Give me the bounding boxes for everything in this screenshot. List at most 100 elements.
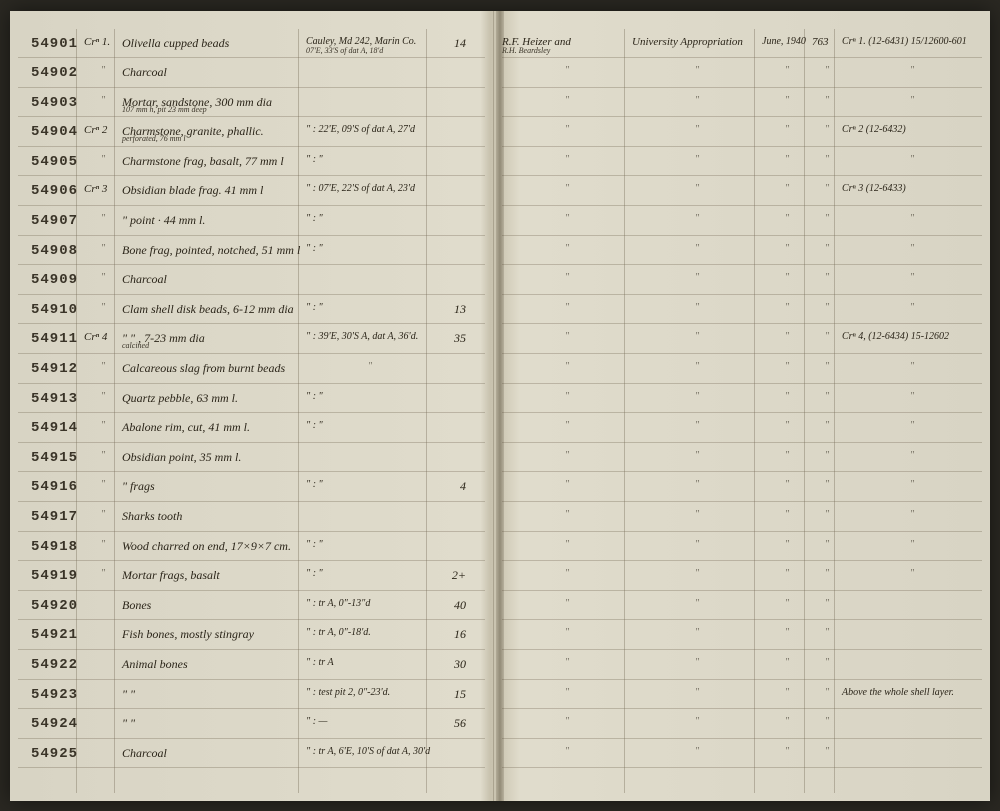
cremation-id: " bbox=[84, 532, 122, 561]
quantity bbox=[434, 58, 474, 87]
cremation-id bbox=[84, 650, 122, 679]
page-number: " bbox=[812, 443, 842, 472]
quantity bbox=[434, 413, 474, 442]
ledger-row: """"Crⁿ 2 (12-6432) bbox=[502, 117, 982, 147]
page-number: " bbox=[812, 561, 842, 590]
ledger-row: """"Crⁿ 4, (12-6434) 15-12602 bbox=[502, 324, 982, 354]
ledger-row: """"" bbox=[502, 413, 982, 443]
ledger-row: 54904Crⁿ 2Charmstone, granite, phallic.p… bbox=[18, 117, 485, 147]
locality bbox=[306, 265, 434, 294]
item-description: " frags bbox=[122, 472, 306, 501]
catalog-number: 54914 bbox=[18, 413, 84, 442]
collector: " bbox=[502, 591, 632, 620]
ledger-right-page: R.F. Heizer andR.H. BeardsleyUniversity … bbox=[494, 11, 990, 801]
cremation-id: " bbox=[84, 58, 122, 87]
collector: " bbox=[502, 88, 632, 117]
fund-source: " bbox=[632, 413, 762, 442]
cremation-id: " bbox=[84, 236, 122, 265]
ledger-row: 54911Crⁿ 4" " , 7-23 mm diacalcined" : 3… bbox=[18, 324, 485, 354]
date: " bbox=[762, 324, 812, 353]
fund-source: " bbox=[632, 502, 762, 531]
page-number: " bbox=[812, 532, 842, 561]
page-number: 763 bbox=[812, 29, 842, 58]
ledger-row: 54913"Quartz pebble, 63 mm l." : " bbox=[18, 384, 485, 414]
ledger-row: """" bbox=[502, 650, 982, 680]
date: " bbox=[762, 413, 812, 442]
locality-sub: 07'E, 33'S of dat A, 18'd bbox=[306, 47, 383, 55]
locality: " : " bbox=[306, 147, 434, 176]
ledger-row: """"" bbox=[502, 88, 982, 118]
reference: Crⁿ 4, (12-6434) 15-12602 bbox=[842, 324, 982, 353]
quantity: 14 bbox=[434, 29, 474, 58]
fund-source: " bbox=[632, 709, 762, 738]
quantity bbox=[434, 354, 474, 383]
quantity: 35 bbox=[434, 324, 474, 353]
reference: Above the whole shell layer. bbox=[842, 680, 982, 709]
catalog-number: 54910 bbox=[18, 295, 84, 324]
ledger-row: """"" bbox=[502, 295, 982, 325]
collector: " bbox=[502, 709, 632, 738]
ledger-row: """"" bbox=[502, 147, 982, 177]
locality: " : tr A, 0"-13"d bbox=[306, 591, 434, 620]
item-description: Charmstone frag, basalt, 77 mm l bbox=[122, 147, 306, 176]
collector: " bbox=[502, 680, 632, 709]
catalog-number: 54906 bbox=[18, 176, 84, 205]
ledger-row: 54925Charcoal" : tr A, 6'E, 10'S of dat … bbox=[18, 739, 485, 769]
item-description: Charcoal bbox=[122, 739, 306, 768]
page-number: " bbox=[812, 650, 842, 679]
cremation-id: " bbox=[84, 384, 122, 413]
reference: " bbox=[842, 443, 982, 472]
cremation-id: Crⁿ 4 bbox=[84, 324, 122, 353]
date: " bbox=[762, 443, 812, 472]
page-number: " bbox=[812, 265, 842, 294]
collector: " bbox=[502, 620, 632, 649]
item-description: Obsidian point, 35 mm l. bbox=[122, 443, 306, 472]
quantity bbox=[434, 117, 474, 146]
item-description-sub: perforated, 76 mm l bbox=[122, 135, 186, 143]
date: June, 1940 bbox=[762, 29, 812, 58]
ledger-row: """"Crⁿ 3 (12-6433) bbox=[502, 176, 982, 206]
reference bbox=[842, 709, 982, 738]
reference: Crⁿ 1. (12-6431) 15/12600-601 bbox=[842, 29, 982, 58]
ledger-row: 54918"Wood charred on end, 17×9×7 cm." :… bbox=[18, 532, 485, 562]
locality: " : " bbox=[306, 472, 434, 501]
quantity bbox=[434, 443, 474, 472]
cremation-id bbox=[84, 709, 122, 738]
cremation-id bbox=[84, 620, 122, 649]
date: " bbox=[762, 739, 812, 768]
ledger-row: 54916"" frags" : "4 bbox=[18, 472, 485, 502]
date: " bbox=[762, 354, 812, 383]
catalog-number: 54923 bbox=[18, 680, 84, 709]
item-description: Olivella cupped beads bbox=[122, 29, 306, 58]
ledger-row: """"" bbox=[502, 206, 982, 236]
ledger-row: """" bbox=[502, 709, 982, 739]
date: " bbox=[762, 472, 812, 501]
locality: " : tr A bbox=[306, 650, 434, 679]
date: " bbox=[762, 709, 812, 738]
cremation-id bbox=[84, 739, 122, 768]
collector: " bbox=[502, 206, 632, 235]
fund-source: " bbox=[632, 117, 762, 146]
locality: Cauley, Md 242, Marin Co.07'E, 33'S of d… bbox=[306, 29, 434, 58]
ledger-left-page: 54901Crⁿ 1.Olivella cupped beadsCauley, … bbox=[10, 11, 494, 801]
ledger-row: 54907"" point · 44 mm l." : " bbox=[18, 206, 485, 236]
quantity: 4 bbox=[434, 472, 474, 501]
page-number: " bbox=[812, 117, 842, 146]
locality: " : " bbox=[306, 295, 434, 324]
date: " bbox=[762, 117, 812, 146]
reference: " bbox=[842, 472, 982, 501]
collector: R.F. Heizer andR.H. Beardsley bbox=[502, 29, 632, 58]
fund-source: " bbox=[632, 88, 762, 117]
page-number: " bbox=[812, 591, 842, 620]
ledger-row: """"" bbox=[502, 561, 982, 591]
fund-source: " bbox=[632, 324, 762, 353]
quantity: 40 bbox=[434, 591, 474, 620]
reference bbox=[842, 591, 982, 620]
ledger-row: """"" bbox=[502, 502, 982, 532]
date: " bbox=[762, 591, 812, 620]
cremation-id: Crⁿ 2 bbox=[84, 117, 122, 146]
ledger-row: 54923" "" : test pit 2, 0"-23'd.15 bbox=[18, 680, 485, 710]
quantity: 30 bbox=[434, 650, 474, 679]
ledger-row: 54919"Mortar frags, basalt" : "2+ bbox=[18, 561, 485, 591]
item-description: Charmstone, granite, phallic.perforated,… bbox=[122, 117, 306, 146]
